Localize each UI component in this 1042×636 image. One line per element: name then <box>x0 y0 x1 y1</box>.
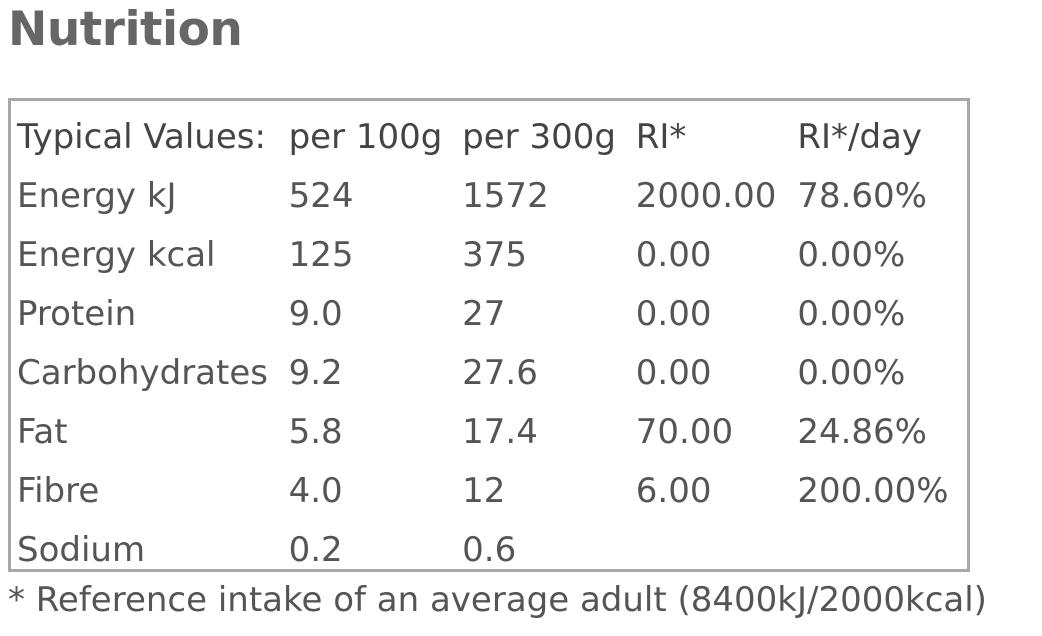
value-per-300g: 12 <box>462 470 506 511</box>
value-ri: 0.00 <box>635 352 712 393</box>
value-ri-per-day <box>797 520 967 579</box>
nutrient-name: Energy kcal <box>17 234 216 275</box>
value-per-100g: 9.0 <box>288 293 343 334</box>
value-ri-per-day: 200.00% <box>797 470 949 511</box>
page-title: Nutrition <box>8 2 243 57</box>
value-per-100g: 125 <box>288 234 354 275</box>
value-per-300g: 0.6 <box>462 529 517 570</box>
value-ri-per-day: 0.00% <box>797 234 906 275</box>
value-ri-per-day: 78.60% <box>797 175 927 216</box>
footnote: * Reference intake of an average adult (… <box>8 580 987 620</box>
header-ri-per-day: RI*/day <box>797 116 922 157</box>
value-ri: 6.00 <box>635 470 712 511</box>
header-typical-values: Typical Values: <box>17 116 266 157</box>
value-ri: 2000.00 <box>635 175 777 216</box>
table-row: Carbohydrates 9.2 27.6 0.00 0.00% <box>17 343 967 402</box>
nutrient-name: Energy kJ <box>17 175 177 216</box>
value-per-300g: 27 <box>462 293 506 334</box>
value-ri-per-day: 0.00% <box>797 293 906 334</box>
nutrient-name: Protein <box>17 293 137 334</box>
nutrition-table-frame: Typical Values: per 100g per 300g RI* RI… <box>8 98 970 572</box>
value-ri: 70.00 <box>635 411 734 452</box>
nutrient-name: Carbohydrates <box>17 352 268 393</box>
table-header-row: Typical Values: per 100g per 300g RI* RI… <box>17 107 967 166</box>
table-row: Protein 9.0 27 0.00 0.00% <box>17 284 967 343</box>
value-ri-per-day: 0.00% <box>797 352 906 393</box>
value-per-300g: 27.6 <box>462 352 538 393</box>
header-per-100g: per 100g <box>288 116 443 157</box>
value-per-100g: 9.2 <box>288 352 343 393</box>
nutrient-name: Sodium <box>17 529 146 570</box>
value-per-100g: 0.2 <box>288 529 343 570</box>
header-per-300g: per 300g <box>462 116 616 157</box>
nutrition-table: Typical Values: per 100g per 300g RI* RI… <box>17 107 967 579</box>
table-row: Sodium 0.2 0.6 <box>17 520 967 579</box>
value-ri <box>636 520 798 579</box>
value-per-300g: 375 <box>462 234 528 275</box>
table-row: Energy kcal 125 375 0.00 0.00% <box>17 225 967 284</box>
value-ri: 0.00 <box>635 234 712 275</box>
table-row: Energy kJ 524 1572 2000.00 78.60% <box>17 166 967 225</box>
table-row: Fat 5.8 17.4 70.00 24.86% <box>17 402 967 461</box>
value-per-100g: 4.0 <box>288 470 343 511</box>
value-per-300g: 1572 <box>462 175 549 216</box>
value-ri-per-day: 24.86% <box>797 411 927 452</box>
nutrient-name: Fat <box>17 411 68 452</box>
value-ri: 0.00 <box>635 293 712 334</box>
value-per-100g: 5.8 <box>288 411 343 452</box>
value-per-100g: 524 <box>288 175 354 216</box>
table-row: Fibre 4.0 12 6.00 200.00% <box>17 461 967 520</box>
header-ri: RI* <box>635 116 687 157</box>
nutrient-name: Fibre <box>17 470 100 511</box>
value-per-300g: 17.4 <box>462 411 538 452</box>
